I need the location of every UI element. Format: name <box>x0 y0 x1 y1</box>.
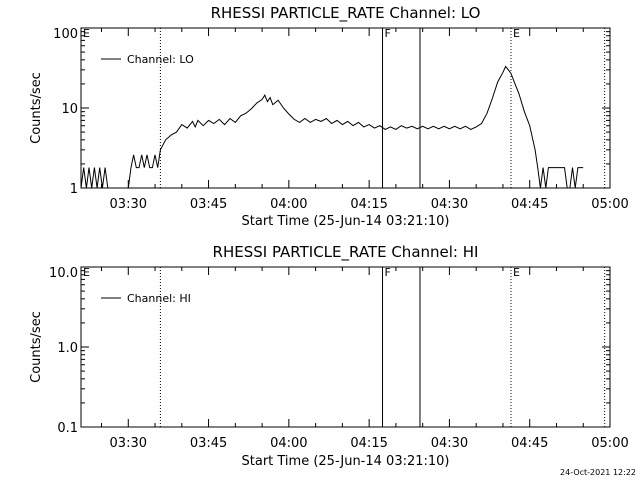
x-tick-label: 05:00 <box>591 197 628 212</box>
y-tick-label: 1 <box>70 182 78 197</box>
series-line <box>80 65 584 189</box>
x-tick-label: 04:30 <box>431 197 468 212</box>
x-axis-label: Start Time (25-Jun-14 03:21:10) <box>242 214 450 229</box>
chart-title: RHESSI PARTICLE_RATE Channel: HI <box>213 243 479 262</box>
x-tick-label: 03:30 <box>110 436 147 451</box>
legend-label: Channel: HI <box>127 292 191 305</box>
legend-label: Channel: LO <box>127 53 194 66</box>
x-tick-label: 04:00 <box>270 436 307 451</box>
event-marker-label: E <box>513 27 520 40</box>
panel-hi: RHESSI PARTICLE_RATE Channel: HI 0.1 1.0 10… <box>29 243 629 469</box>
y-axis-label: Counts/sec <box>29 72 44 144</box>
x-tick-label: 04:00 <box>270 197 307 212</box>
event-marker-label: E <box>513 266 520 279</box>
x-tick-label: 05:00 <box>591 436 628 451</box>
x-tick-label: 04:15 <box>350 197 387 212</box>
x-tick-label: 03:45 <box>190 436 227 451</box>
event-marker-label: E <box>83 266 90 279</box>
footer-timestamp: 24-Oct-2021 12:22 <box>560 468 636 477</box>
x-tick-label: 04:45 <box>511 436 548 451</box>
event-marker-label: F <box>385 266 391 279</box>
panel-lo: RHESSI PARTICLE_RATE Channel: LO 1 10 100 Co… <box>29 4 629 229</box>
y-tick-label: 100 <box>53 27 78 42</box>
y-tick-label: 10.0 <box>49 266 78 281</box>
x-tick-label: 04:30 <box>431 436 468 451</box>
x-axis-label: Start Time (25-Jun-14 03:21:10) <box>242 454 450 469</box>
x-tick-label: 03:45 <box>190 197 227 212</box>
event-marker-label: E <box>83 27 90 40</box>
x-tick-label: 04:45 <box>511 197 548 212</box>
y-tick-label: 0.1 <box>57 421 78 436</box>
x-tick-label: 03:30 <box>110 197 147 212</box>
chart-title: RHESSI PARTICLE_RATE Channel: LO <box>211 4 481 23</box>
y-axis-label: Counts/sec <box>29 311 44 383</box>
event-marker-label: F <box>385 27 391 40</box>
y-tick-label: 10 <box>61 102 78 117</box>
x-tick-label: 04:15 <box>350 436 387 451</box>
y-tick-label: 1.0 <box>57 341 78 356</box>
